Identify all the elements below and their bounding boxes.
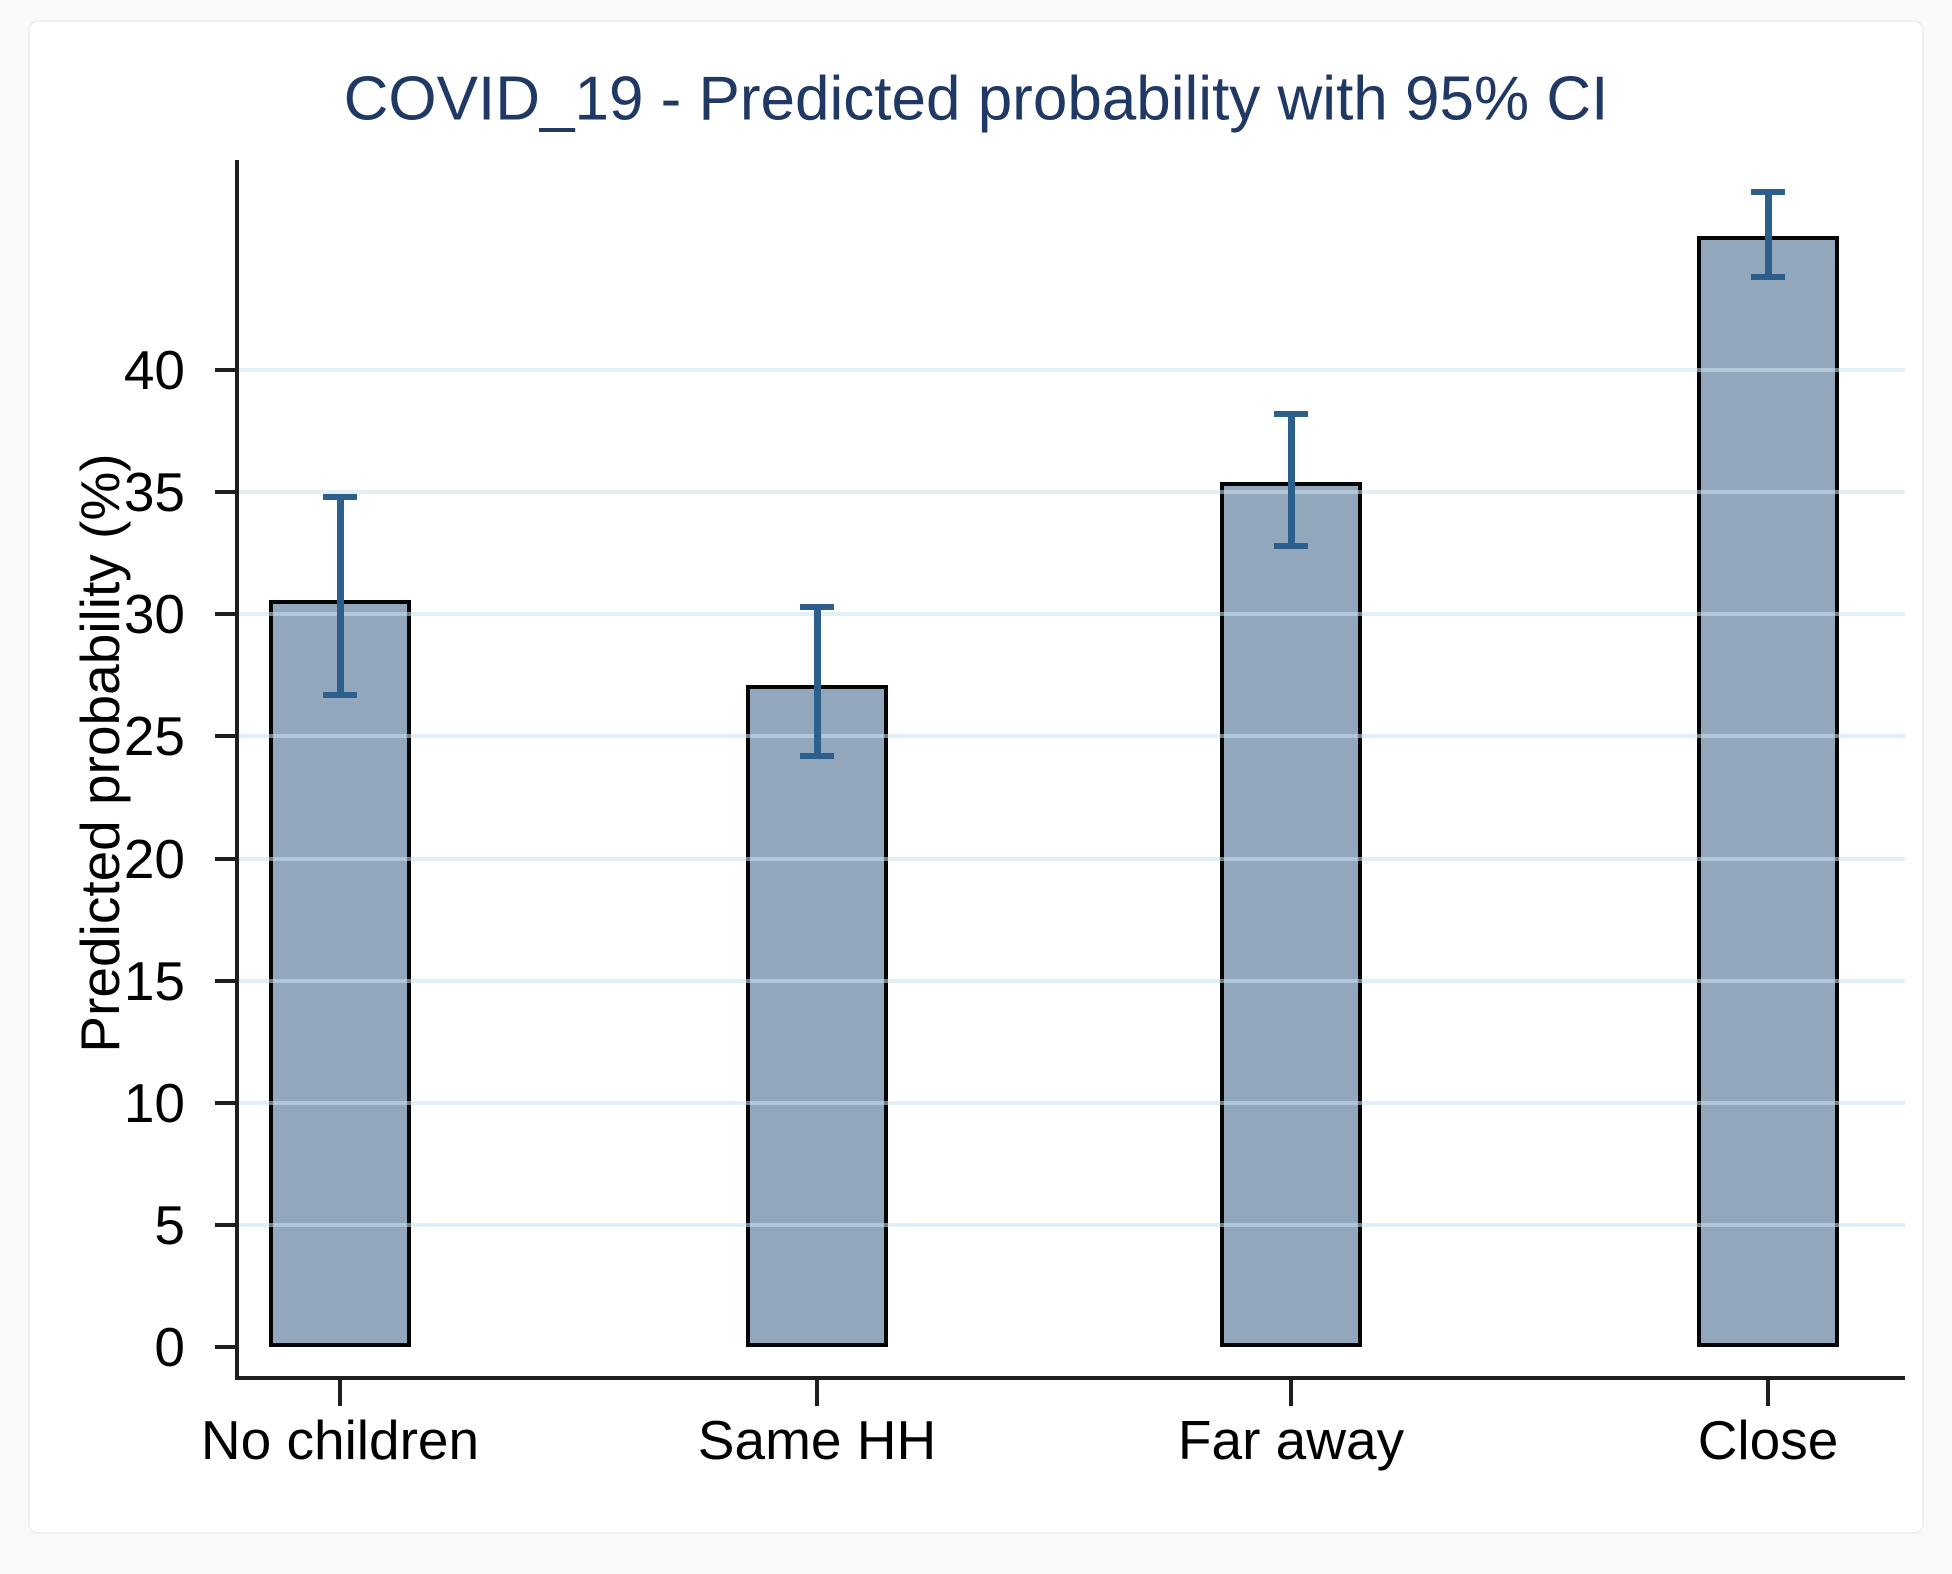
error-bar-cap-top-1 [323, 494, 357, 500]
y-tick-label-15: 15 [123, 949, 185, 1012]
y-tick-20 [215, 856, 235, 861]
x-tick-4 [1766, 1380, 1770, 1406]
y-tick-0 [215, 1345, 235, 1349]
error-bar-cap-bottom-2 [800, 752, 834, 759]
bar-far-away [1220, 482, 1362, 1347]
error-bar-cap-top-4 [1751, 188, 1785, 195]
y-tick-label-25: 25 [123, 705, 185, 768]
grid-line-15 [239, 978, 1905, 983]
error-bar-line-1 [336, 497, 344, 695]
grid-line-35 [239, 490, 1905, 495]
y-tick-10 [215, 1100, 235, 1105]
error-bar-cap-bottom-4 [1751, 274, 1785, 281]
x-tick-1 [338, 1380, 342, 1406]
y-tick-40 [215, 368, 235, 372]
y-tick-5 [215, 1222, 235, 1227]
grid-line-40 [239, 368, 1905, 372]
bar-no-children [269, 599, 411, 1347]
grid-line-25 [239, 734, 1905, 739]
error-bar-line-3 [1287, 413, 1295, 546]
error-bar-cap-bottom-3 [1274, 542, 1308, 549]
y-tick-label-5: 5 [154, 1193, 185, 1256]
y-tick-label-20: 20 [123, 827, 185, 890]
y-tick-30 [215, 612, 235, 617]
y-tick-label-40: 40 [123, 339, 185, 401]
error-bar-cap-top-3 [1274, 410, 1308, 417]
y-tick-label-30: 30 [123, 583, 185, 646]
y-tick-label-0: 0 [154, 1316, 185, 1378]
y-tick-15 [215, 978, 235, 983]
error-bar-cap-bottom-1 [323, 691, 357, 698]
grid-line-5 [239, 1222, 1905, 1227]
bar-close [1697, 235, 1839, 1347]
error-bar-cap-top-2 [800, 603, 834, 610]
grid-line-20 [239, 856, 1905, 861]
bar-same-hh [746, 685, 888, 1347]
y-axis-line [235, 160, 239, 1380]
x-tick-label-no-children: No children [200, 1409, 480, 1471]
error-bar-line-2 [813, 606, 821, 756]
x-tick-2 [815, 1380, 819, 1406]
x-axis-line [235, 1376, 1905, 1380]
grid-line-30 [239, 612, 1905, 617]
y-tick-label-10: 10 [123, 1071, 185, 1134]
chart-title: COVID_19 - Predicted probability with 95… [343, 64, 1609, 134]
x-tick-3 [1289, 1380, 1293, 1406]
y-tick-label-35: 35 [123, 461, 185, 524]
x-tick-label-same-hh: Same HH [697, 1409, 937, 1471]
x-tick-label-far-away: Far away [1177, 1409, 1405, 1471]
grid-line-10 [239, 1100, 1905, 1105]
y-tick-25 [215, 734, 235, 739]
error-bar-line-4 [1764, 191, 1772, 278]
x-tick-label-close: Close [1697, 1409, 1839, 1471]
y-tick-35 [215, 490, 235, 495]
